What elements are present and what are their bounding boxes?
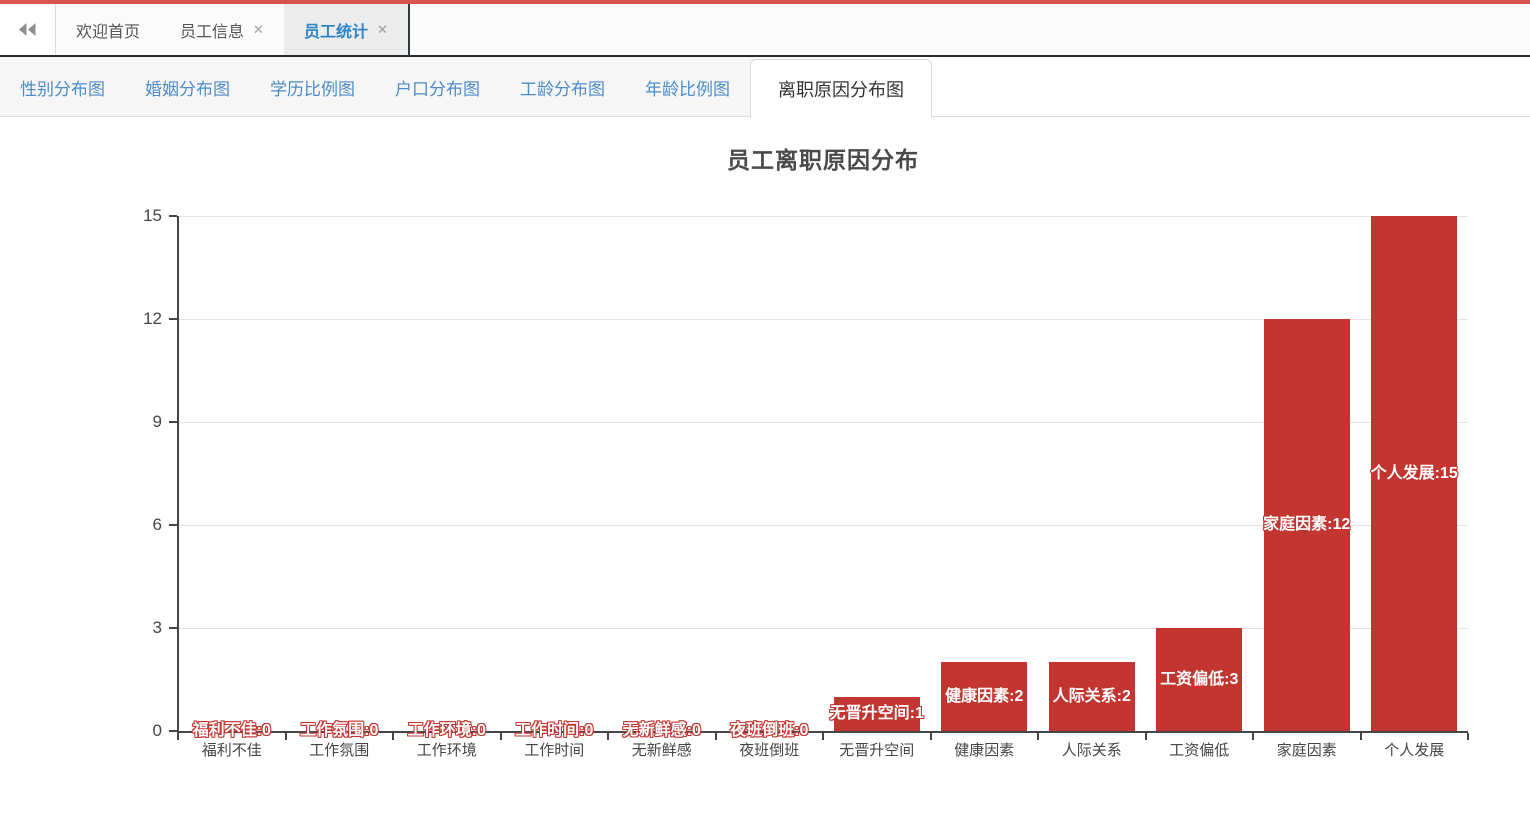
- y-tick-label: 9: [152, 412, 162, 431]
- main-tab-item[interactable]: 员工信息 ✕: [160, 4, 284, 55]
- x-axis-tick: [1359, 733, 1362, 740]
- x-category-label: 个人发展: [1384, 742, 1445, 759]
- x-axis-tick: [499, 733, 502, 740]
- bar-value-label: 工资偏低:3: [1160, 670, 1239, 688]
- gridline: [178, 422, 1468, 423]
- bar: [941, 662, 1028, 731]
- chart-title: 员工离职原因分布: [727, 147, 919, 173]
- chart-tab-item[interactable]: 婚姻分布图: [145, 79, 230, 99]
- bar: [1371, 216, 1458, 731]
- x-axis-tick: [1144, 733, 1147, 740]
- bar-value-label: 家庭因素:12: [1263, 516, 1351, 533]
- x-category-label: 夜班倒班: [739, 742, 800, 759]
- bar-value-label: 健康因素:2: [945, 687, 1024, 705]
- x-axis-tick: [1037, 733, 1039, 740]
- main-tabs-list: 欢迎首页 员工信息 ✕ 员工统计 ✕: [56, 4, 410, 55]
- bar-value-label: 工作时间:0: [515, 722, 594, 739]
- x-category-label: 健康因素: [954, 742, 1015, 759]
- bar-value-label: 个人发展:15: [1370, 464, 1458, 482]
- x-axis-tick: [607, 733, 609, 740]
- x-category-label: 工作氛围: [309, 742, 370, 759]
- double-chevron-left-icon: [19, 23, 36, 36]
- bar-value-label: 工作氛围:0: [300, 722, 379, 739]
- x-axis-line: [178, 731, 1468, 733]
- x-axis-tick: [1467, 733, 1469, 740]
- gridline: [178, 525, 1468, 526]
- x-category-label: 工资偏低: [1169, 742, 1230, 759]
- y-axis-tick: [169, 421, 177, 423]
- y-axis-tick: [169, 524, 177, 526]
- main-tab-label: 员工统计: [303, 23, 368, 41]
- x-category-label: 福利不佳: [201, 742, 262, 759]
- bar: [1263, 319, 1350, 731]
- x-axis-tick: [822, 733, 824, 740]
- chart-tab-item[interactable]: 工龄分布图: [520, 79, 605, 99]
- chart-tab-item[interactable]: 离职原因分布图: [750, 59, 932, 118]
- bar-value-label: 无晋升空间:1: [829, 704, 924, 722]
- x-category-label: 工作时间: [524, 742, 585, 759]
- main-tab-label: 员工信息: [180, 23, 245, 41]
- chart-tab-bar: 性别分布图 婚姻分布图 学历比例图 户口分布图 工龄分布图 年龄比例图 离职原因分布图: [0, 57, 1530, 118]
- top-accent-bar: [0, 0, 1530, 4]
- x-category-label: 无新鲜感: [631, 742, 692, 759]
- chart-tab-item[interactable]: 年龄比例图: [645, 79, 730, 99]
- chart-tabs-list: 性别分布图 婚姻分布图 学历比例图 户口分布图 工龄分布图 年龄比例图 离职原因分布图: [0, 57, 1530, 118]
- x-category-label: 家庭因素: [1276, 742, 1337, 759]
- y-tick-label: 6: [152, 515, 162, 534]
- y-axis-tick: [169, 215, 177, 217]
- gridline: [178, 216, 1468, 217]
- main-tab-item[interactable]: 员工统计 ✕: [283, 4, 410, 55]
- gridline: [178, 628, 1468, 629]
- x-axis-tick: [177, 733, 179, 740]
- y-axis-tick: [169, 318, 177, 320]
- y-tick-label: 0: [152, 721, 162, 740]
- x-axis-tick: [1252, 733, 1254, 740]
- bar-value-label: 福利不佳:0: [192, 722, 271, 739]
- y-axis-line: [177, 216, 179, 739]
- tab-close-icon[interactable]: ✕: [376, 22, 388, 37]
- chart-tab-item[interactable]: 学历比例图: [270, 79, 355, 99]
- gridline: [178, 319, 1468, 320]
- bar: [833, 696, 920, 731]
- y-tick-label: 3: [152, 618, 162, 637]
- x-axis-tick: [284, 733, 287, 740]
- x-category-label: 无晋升空间: [839, 742, 915, 759]
- x-axis-tick: [714, 733, 717, 740]
- y-axis-tick: [169, 730, 177, 732]
- bar-value-label: 人际关系:2: [1052, 687, 1131, 705]
- bar-chart: 员工离职原因分布 0 3 6 9 12 15 福利不佳:0 工作氛围:0 工作环境:0 工作时间:…: [0, 117, 1530, 837]
- y-tick-label: 12: [143, 309, 162, 328]
- x-category-label: 人际关系: [1061, 742, 1122, 759]
- bar-value-label: 夜班倒班:0: [730, 722, 809, 739]
- y-axis-tick: [169, 627, 177, 629]
- tab-close-icon[interactable]: ✕: [253, 22, 264, 37]
- chart-tab-item[interactable]: 性别分布图: [20, 79, 105, 99]
- chart-tab-item[interactable]: 户口分布图: [395, 79, 480, 99]
- bar: [1048, 662, 1135, 731]
- bar-value-label: 工作环境:0: [407, 722, 486, 739]
- y-tick-label: 15: [143, 206, 162, 225]
- x-axis-tick: [392, 733, 394, 740]
- main-tab-item[interactable]: 欢迎首页: [56, 4, 160, 55]
- main-tab-label: 欢迎首页: [76, 23, 141, 41]
- main-tab-bar: 欢迎首页 员工信息 ✕ 员工统计 ✕: [0, 4, 1530, 57]
- x-axis-tick: [929, 733, 932, 740]
- x-category-label: 工作环境: [416, 742, 477, 759]
- bar: [1156, 628, 1243, 731]
- bar-value-label: 无新鲜感:0: [622, 722, 701, 739]
- collapse-tabs-button[interactable]: [0, 4, 56, 55]
